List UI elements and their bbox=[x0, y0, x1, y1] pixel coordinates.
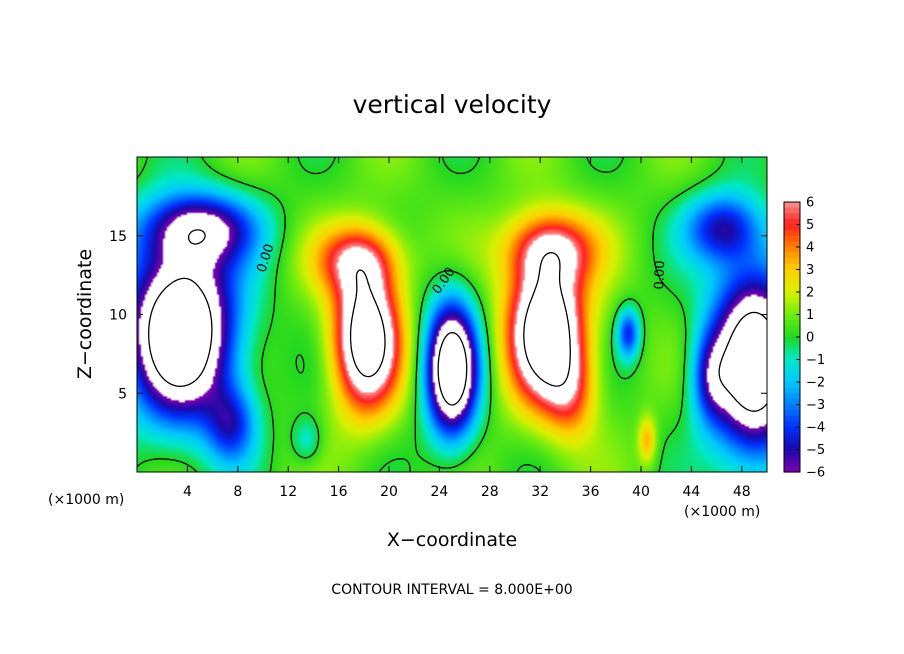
colorbar-tick-label: 6 bbox=[806, 196, 814, 211]
colorbar-tick-label: 0 bbox=[806, 331, 814, 346]
colorbar-swatch bbox=[784, 387, 800, 394]
colorbar-swatch bbox=[784, 432, 800, 439]
colorbar-swatch bbox=[784, 297, 800, 304]
colorbar-swatch bbox=[784, 269, 800, 276]
colorbar-swatch bbox=[784, 415, 800, 422]
colorbar-swatch bbox=[784, 292, 800, 299]
colorbar-swatch bbox=[784, 370, 800, 377]
colorbar-swatch bbox=[784, 230, 800, 237]
x-tick-label: 36 bbox=[582, 484, 600, 500]
colorbar-swatch bbox=[784, 213, 800, 220]
colorbar-tick-label: 1 bbox=[806, 308, 814, 323]
x-tick-label: 20 bbox=[380, 484, 398, 500]
contour-lines bbox=[137, 157, 767, 472]
colorbar-tick-label: −3 bbox=[806, 398, 825, 413]
colorbar-swatch bbox=[784, 258, 800, 265]
colorbar-tick-label: 5 bbox=[806, 218, 814, 233]
x-tick-label: 12 bbox=[279, 484, 297, 500]
contour-interval-note: CONTOUR INTERVAL = 8.000E+00 bbox=[331, 582, 572, 598]
colorbar-swatch bbox=[784, 303, 800, 310]
colorbar-swatch bbox=[784, 224, 800, 231]
colorbar-swatch bbox=[784, 449, 800, 456]
colorbar-swatch bbox=[784, 286, 800, 293]
colorbar-swatch bbox=[784, 410, 800, 417]
x-tick-label: 28 bbox=[481, 484, 499, 500]
colorbar-tick-label: −4 bbox=[806, 421, 825, 436]
colorbar-tick-label: −1 bbox=[806, 353, 825, 368]
colorbar: 6 5 4 3 2 1 0 −1 −2 −3 −4 −5 −6 bbox=[783, 196, 825, 481]
colorbar-swatch bbox=[784, 404, 800, 411]
colorbar-swatch bbox=[784, 393, 800, 400]
y-tick-label: 10 bbox=[109, 308, 127, 324]
y-tick-label: 5 bbox=[118, 386, 127, 402]
colorbar-tick-label: −5 bbox=[806, 443, 825, 458]
colorbar-swatch bbox=[784, 455, 800, 462]
contour-label: 0.00 bbox=[652, 260, 668, 289]
colorbar-swatch bbox=[784, 348, 800, 355]
colorbar-swatch bbox=[784, 325, 800, 332]
colorbar-swatch bbox=[784, 331, 800, 338]
z-unit-label: (×1000 m) bbox=[48, 492, 124, 508]
colorbar-swatch bbox=[784, 320, 800, 327]
colorbar-swatch bbox=[784, 353, 800, 361]
colorbar-swatch bbox=[784, 218, 800, 226]
colorbar-swatch bbox=[784, 235, 800, 242]
colorbar-swatch bbox=[784, 202, 800, 209]
colorbar-swatch bbox=[784, 421, 800, 428]
colorbar-swatch bbox=[784, 337, 800, 344]
x-axis-title: X−coordinate bbox=[387, 529, 517, 551]
colorbar-swatch bbox=[784, 247, 800, 254]
colorbar-swatch bbox=[784, 359, 800, 366]
chart-title: vertical velocity bbox=[353, 90, 552, 119]
colorbar-swatch bbox=[784, 443, 800, 451]
colorbar-tick-label: 2 bbox=[806, 286, 814, 301]
colorbar-swatch bbox=[784, 280, 800, 287]
colorbar-swatch bbox=[784, 376, 800, 383]
x-tick-label: 44 bbox=[682, 484, 700, 500]
colorbar-swatch bbox=[784, 207, 800, 214]
x-unit-label: (×1000 m) bbox=[684, 504, 760, 520]
x-tick-label: 16 bbox=[330, 484, 348, 500]
colorbar-swatch bbox=[784, 314, 800, 321]
velocity-field bbox=[137, 157, 767, 472]
x-tick-label: 8 bbox=[233, 484, 242, 500]
colorbar-swatch bbox=[784, 241, 800, 248]
colorbar-swatch bbox=[784, 460, 800, 467]
colorbar-swatch bbox=[784, 308, 800, 316]
y-axis-title: Z−coordinate bbox=[74, 249, 96, 379]
y-axis: 5 10 15 bbox=[109, 229, 767, 402]
x-tick-label: 4 bbox=[183, 484, 192, 500]
x-tick-label: 24 bbox=[430, 484, 448, 500]
x-axis: 4 8 12 16 20 24 28 32 36 40 44 48 bbox=[183, 157, 751, 500]
colorbar-swatch bbox=[784, 427, 800, 434]
colorbar-tick-label: −2 bbox=[806, 376, 825, 391]
x-tick-label: 40 bbox=[632, 484, 650, 500]
colorbar-swatch bbox=[784, 342, 800, 349]
y-tick-label: 15 bbox=[109, 229, 127, 245]
colorbar-swatch bbox=[784, 263, 800, 271]
x-tick-label: 48 bbox=[733, 484, 751, 500]
colorbar-swatch bbox=[784, 275, 800, 282]
colorbar-swatch bbox=[784, 252, 800, 259]
colorbar-swatch bbox=[784, 365, 800, 372]
x-tick-label: 32 bbox=[531, 484, 549, 500]
colorbar-swatch bbox=[784, 466, 800, 473]
colorbar-swatch bbox=[784, 398, 800, 406]
colorbar-swatch bbox=[784, 438, 800, 445]
colorbar-tick-label: 3 bbox=[806, 263, 814, 278]
colorbar-swatch bbox=[784, 382, 800, 389]
colorbar-tick-label: −6 bbox=[806, 466, 825, 481]
colorbar-tick-label: 4 bbox=[806, 241, 814, 256]
